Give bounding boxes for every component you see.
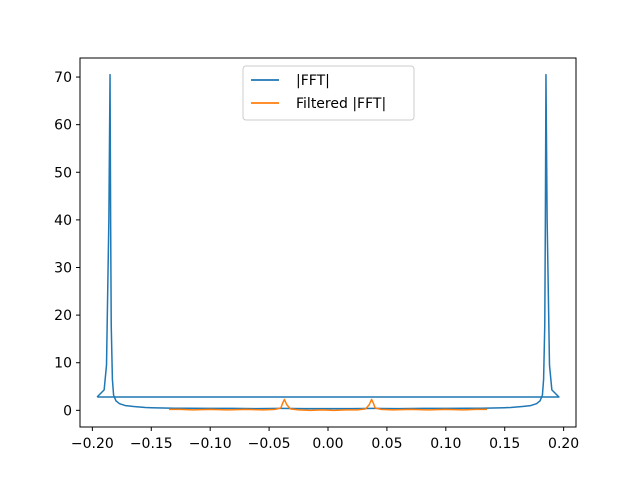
x-tick-label: 0.00 [312,436,343,452]
y-axis: 0 10 20 30 40 50 60 70 [54,70,80,419]
x-tick-label: 0.10 [430,436,461,452]
x-tick-label: −0.20 [71,436,114,452]
plot-area [96,73,560,412]
legend-label-2: Filtered |FFT| [296,96,386,112]
x-tick-label: 0.15 [489,436,520,452]
legend-label-1: |FFT| [296,73,330,89]
x-tick-label: −0.05 [248,436,291,452]
y-tick-label: 60 [54,118,72,134]
series-line-1 [96,73,560,410]
y-tick-label: 40 [54,213,72,229]
x-axis: −0.20 −0.15 −0.10 −0.05 0.00 0.05 0.10 0.15 0.20 [71,427,579,452]
x-tick-label: −0.15 [130,436,173,452]
y-tick-label: 70 [54,70,72,86]
y-tick-label: 0 [63,403,72,419]
y-tick-label: 30 [54,260,72,276]
x-tick-label: −0.10 [189,436,232,452]
x-tick-label: 0.05 [371,436,402,452]
y-tick-label: 20 [54,308,72,324]
y-tick-label: 50 [54,165,72,181]
series-line-2 [168,398,488,412]
y-tick-label: 10 [54,356,72,372]
legend-box [242,65,415,121]
x-tick-label: 0.20 [548,436,579,452]
legend: |FFT| Filtered |FFT| [242,65,415,121]
